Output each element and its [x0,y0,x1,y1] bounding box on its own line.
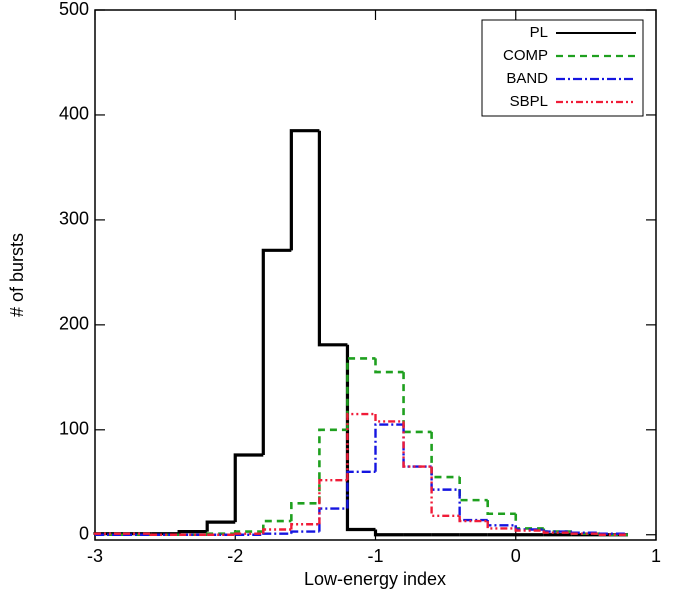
histogram-step [374,423,404,472]
y-tick-label: 400 [59,104,89,124]
histogram-step [205,520,236,532]
histogram-step [317,130,348,347]
histogram-step [430,431,460,479]
histogram-step [402,421,432,468]
histogram-step [458,515,488,523]
histogram-step [542,530,572,534]
x-tick-label: -3 [87,546,103,566]
histogram-step [233,453,264,523]
histogram-step [318,428,348,504]
y-axis-title: # of bursts [7,233,27,317]
histogram-step [234,532,264,535]
histogram-step [93,532,124,535]
y-tick-label: 100 [59,419,89,439]
histogram-step [373,529,404,537]
x-tick-label: 0 [511,546,521,566]
histogram-step [346,412,376,481]
histogram-step [262,532,292,535]
histogram-step [290,523,320,530]
histogram-step [402,372,432,434]
y-tick-label: 200 [59,314,89,334]
x-axis-title: Low-energy index [304,569,446,589]
histogram-step [486,500,516,516]
histogram-step [261,248,292,455]
histogram-step [177,530,208,534]
histogram-step [374,358,404,374]
histogram-step [346,357,376,430]
histogram-step [262,528,292,534]
x-tick-label: -1 [367,546,383,566]
legend-box [481,19,644,117]
histogram-step [318,507,348,532]
legend-label: COMP [503,47,548,64]
histogram-step [374,414,404,423]
histogram-step [570,532,600,535]
y-tick-label: 0 [79,524,89,544]
histogram-step [290,530,320,534]
histogram-step [486,521,516,530]
histogram-step [289,129,320,251]
histogram-step [598,533,628,536]
histogram-step [486,520,516,527]
histogram-step [514,528,544,532]
legend-label: PL [530,24,548,41]
y-tick-label: 500 [59,0,89,19]
histogram-step [346,470,376,509]
x-tick-label: 1 [651,546,661,566]
y-tick-label: 300 [59,209,89,229]
x-tick-label: -2 [227,546,243,566]
histogram-step [262,519,292,532]
histogram-step [318,478,348,525]
histogram-step [458,477,488,502]
legend-label: BAND [506,70,548,87]
histogram-step [430,466,460,518]
histogram-step [345,344,376,532]
histogram-step [514,513,544,530]
histogram-step [458,489,488,522]
legend-label: SBPL [510,93,548,110]
histogram-step [290,501,320,522]
histogram-step [149,533,180,536]
